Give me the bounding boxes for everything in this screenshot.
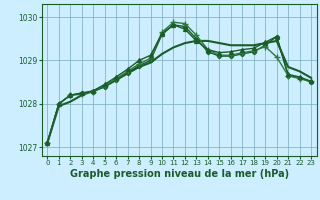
X-axis label: Graphe pression niveau de la mer (hPa): Graphe pression niveau de la mer (hPa) bbox=[70, 169, 289, 179]
